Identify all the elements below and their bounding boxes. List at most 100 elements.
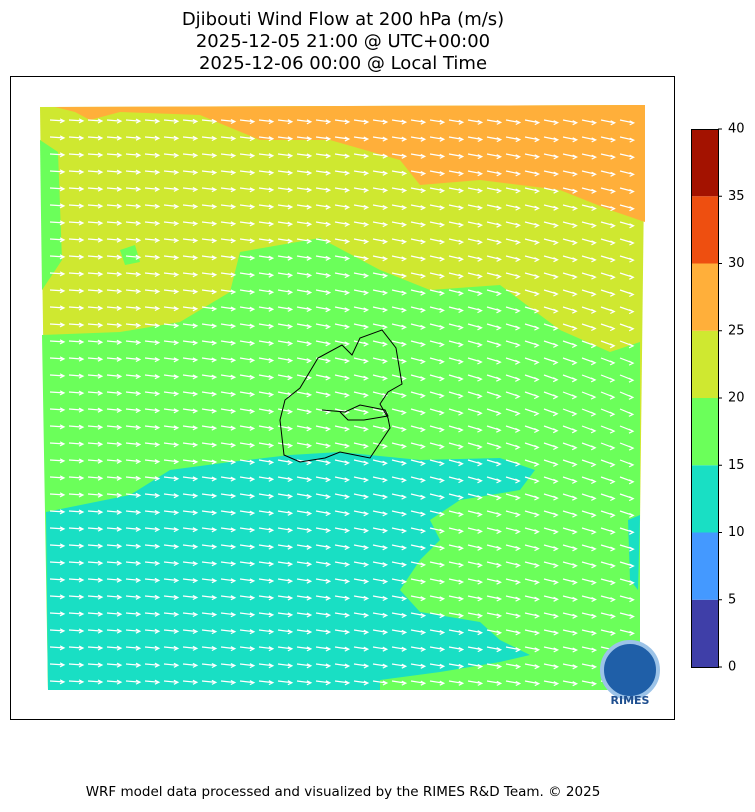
arrow <box>429 476 445 484</box>
arrow <box>87 611 104 617</box>
arrow <box>49 424 66 430</box>
arrow <box>144 169 161 175</box>
arrow <box>277 629 294 635</box>
arrow <box>296 170 313 176</box>
arrow <box>125 560 142 566</box>
arrow <box>429 561 446 568</box>
arrow <box>410 272 427 279</box>
arrow <box>182 391 199 397</box>
arrow <box>144 254 161 260</box>
arrow <box>315 238 332 244</box>
arrow <box>296 272 313 278</box>
arrow <box>448 306 464 314</box>
arrow <box>296 425 313 432</box>
arrow <box>182 425 199 431</box>
arrow <box>505 561 521 568</box>
arrow <box>220 272 237 278</box>
arrow <box>68 135 85 141</box>
arrow <box>315 153 332 159</box>
arrow <box>562 476 578 484</box>
arrow <box>505 595 521 602</box>
arrow <box>315 578 332 584</box>
arrow <box>49 475 66 481</box>
arrow <box>334 187 351 193</box>
arrow <box>505 680 522 687</box>
arrow <box>619 374 635 383</box>
arrow <box>486 306 502 314</box>
arrow <box>315 272 332 279</box>
arrow <box>581 510 597 518</box>
arrow <box>353 289 370 296</box>
arrow <box>334 204 351 210</box>
arrow <box>68 679 85 685</box>
arrow <box>372 221 389 228</box>
arrow <box>258 289 275 295</box>
arrow <box>201 527 218 533</box>
arrow <box>239 238 256 244</box>
arrow <box>125 662 142 668</box>
arrow <box>239 374 256 380</box>
arrow <box>600 187 616 194</box>
arrow <box>543 561 559 569</box>
arrow <box>144 628 161 634</box>
arrow <box>182 169 199 176</box>
arrow <box>543 663 560 670</box>
arrow <box>600 493 616 502</box>
arrow <box>201 255 218 261</box>
arrow <box>239 527 256 533</box>
arrow <box>296 323 313 330</box>
arrow <box>296 187 313 193</box>
arrow <box>315 289 332 296</box>
arrow <box>201 323 218 329</box>
arrow <box>448 340 464 348</box>
arrow <box>562 595 578 602</box>
arrow <box>429 170 446 177</box>
arrow <box>296 578 313 584</box>
arrow <box>68 526 85 532</box>
arrow <box>87 288 104 294</box>
arrow <box>581 306 597 314</box>
arrow <box>372 629 389 635</box>
arrow <box>334 578 351 584</box>
colorbar-tick-label: 35 <box>728 189 745 204</box>
arrow <box>125 475 142 481</box>
arrow <box>87 373 104 379</box>
arrow <box>391 612 408 619</box>
arrow <box>543 153 560 160</box>
arrow <box>258 612 275 618</box>
arrow <box>429 204 446 211</box>
arrow <box>201 135 218 142</box>
arrow <box>144 476 161 482</box>
arrow <box>87 322 104 328</box>
arrow <box>201 662 218 669</box>
arrow <box>220 544 237 550</box>
arrow <box>49 679 66 685</box>
arrow <box>505 493 521 501</box>
arrow <box>410 459 426 467</box>
arrow <box>505 612 522 619</box>
arrow <box>49 169 66 175</box>
arrow <box>277 204 294 210</box>
arrow <box>600 170 616 177</box>
arrow <box>258 680 275 686</box>
arrow <box>125 339 142 346</box>
arrow <box>467 459 483 467</box>
arrow <box>562 578 578 586</box>
arrow <box>334 255 351 262</box>
arrow <box>87 152 104 158</box>
arrow <box>543 272 559 280</box>
arrow <box>581 323 597 332</box>
arrow <box>581 187 597 194</box>
arrow <box>429 153 446 159</box>
arrow <box>258 527 275 533</box>
arrow <box>543 544 559 552</box>
arrow <box>334 153 351 159</box>
arrow <box>429 187 446 194</box>
arrow <box>220 612 237 618</box>
colorbar-tick-label: 10 <box>728 525 745 540</box>
arrow <box>201 289 218 295</box>
arrow <box>486 646 503 653</box>
arrow <box>277 527 294 533</box>
arrow <box>68 560 85 566</box>
arrow <box>163 237 180 244</box>
